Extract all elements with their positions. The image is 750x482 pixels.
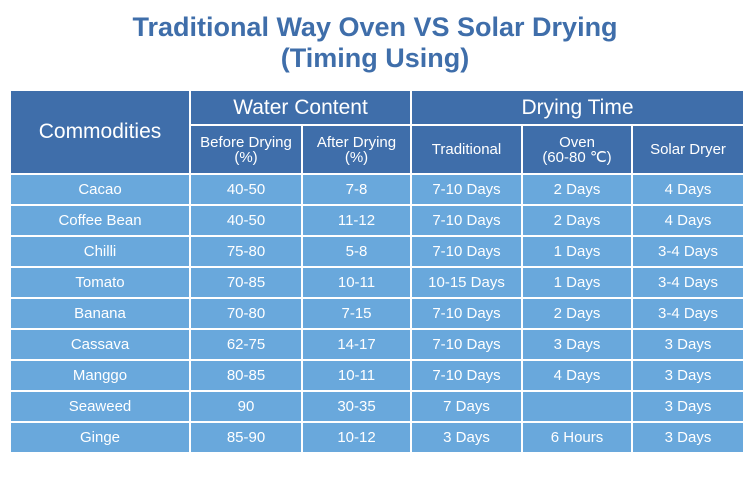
cell-before-drying: 40-50	[189, 204, 303, 237]
cell-after-drying: 7-8	[301, 173, 412, 206]
table-row: Cassava 62-75 14-17 7-10 Days 3 Days 3 Days	[9, 328, 746, 361]
cell-commodity: Cassava	[9, 328, 191, 361]
cell-before-drying: 90	[189, 390, 303, 423]
cell-after-drying: 10-12	[301, 421, 412, 454]
cell-commodity: Coffee Bean	[9, 204, 191, 237]
table-row: Ginge 85-90 10-12 3 Days 6 Hours 3 Days	[9, 421, 746, 454]
header-drying-time: Drying Time	[409, 89, 746, 126]
cell-before-drying: 80-85	[189, 359, 303, 392]
table-row: Tomato 70-85 10-11 10-15 Days 1 Days 3-4 Days	[9, 266, 746, 299]
cell-before-drying: 70-85	[189, 266, 303, 299]
cell-before-drying: 70-80	[189, 297, 303, 330]
header-before-drying: Before Drying (%)	[189, 124, 303, 175]
header-after-drying: After Drying (%)	[301, 124, 412, 175]
table-row: Manggo 80-85 10-11 7-10 Days 4 Days 3 Days	[9, 359, 746, 392]
comparison-table: Commodities Water Content Drying Time Be…	[9, 89, 746, 454]
before-drying-label: Before Drying	[200, 133, 292, 151]
cell-oven: 2 Days	[521, 297, 633, 330]
cell-oven: 4 Days	[521, 359, 633, 392]
cell-solar-dryer: 4 Days	[630, 204, 746, 237]
cell-oven: 3 Days	[521, 328, 633, 361]
cell-commodity: Tomato	[9, 266, 191, 299]
after-drying-unit: (%)	[344, 148, 369, 166]
cell-after-drying: 5-8	[301, 235, 412, 268]
table-row: Chilli 75-80 5-8 7-10 Days 1 Days 3-4 Days	[9, 235, 746, 268]
cell-oven	[521, 390, 633, 423]
cell-traditional: 7-10 Days	[410, 235, 523, 268]
cell-after-drying: 30-35	[301, 390, 412, 423]
after-drying-label: After Drying	[316, 133, 397, 151]
header-water-content: Water Content	[189, 89, 412, 126]
cell-after-drying: 10-11	[301, 359, 412, 392]
cell-oven: 2 Days	[521, 204, 633, 237]
cell-traditional: 10-15 Days	[410, 266, 523, 299]
cell-commodity: Chilli	[9, 235, 191, 268]
cell-before-drying: 85-90	[189, 421, 303, 454]
cell-after-drying: 14-17	[301, 328, 412, 361]
cell-traditional: 7-10 Days	[410, 297, 523, 330]
header-commodities: Commodities	[9, 89, 191, 175]
page-title: Traditional Way Oven VS Solar Drying (Ti…	[0, 12, 750, 74]
cell-oven: 1 Days	[521, 235, 633, 268]
table-row: Coffee Bean 40-50 11-12 7-10 Days 2 Days 4 Da…	[9, 204, 746, 237]
cell-commodity: Seaweed	[9, 390, 191, 423]
cell-commodity: Cacao	[9, 173, 191, 206]
cell-traditional: 7-10 Days	[410, 328, 523, 361]
cell-solar-dryer: 3 Days	[630, 390, 746, 423]
title-line-1: Traditional Way Oven VS Solar Drying	[132, 12, 618, 42]
cell-traditional: 7 Days	[410, 390, 523, 423]
cell-before-drying: 62-75	[189, 328, 303, 361]
header-oven: Oven (60-80 ℃)	[521, 124, 633, 175]
cell-after-drying: 11-12	[301, 204, 412, 237]
cell-after-drying: 7-15	[301, 297, 412, 330]
cell-solar-dryer: 3-4 Days	[630, 235, 746, 268]
header-traditional: Traditional	[410, 124, 523, 175]
before-drying-unit: (%)	[234, 148, 258, 166]
oven-label: Oven	[559, 133, 595, 151]
cell-commodity: Banana	[9, 297, 191, 330]
cell-solar-dryer: 3-4 Days	[630, 266, 746, 299]
cell-solar-dryer: 3 Days	[630, 359, 746, 392]
cell-solar-dryer: 3 Days	[630, 328, 746, 361]
cell-commodity: Manggo	[9, 359, 191, 392]
header-solar-dryer: Solar Dryer	[630, 124, 746, 175]
cell-solar-dryer: 4 Days	[630, 173, 746, 206]
cell-solar-dryer: 3-4 Days	[630, 297, 746, 330]
title-line-2: (Timing Using)	[280, 43, 470, 73]
cell-before-drying: 75-80	[189, 235, 303, 268]
cell-traditional: 3 Days	[410, 421, 523, 454]
table-row: Banana 70-80 7-15 7-10 Days 2 Days 3-4 Days	[9, 297, 746, 330]
cell-traditional: 7-10 Days	[410, 204, 523, 237]
cell-oven: 6 Hours	[521, 421, 633, 454]
cell-traditional: 7-10 Days	[410, 173, 523, 206]
cell-before-drying: 40-50	[189, 173, 303, 206]
cell-after-drying: 10-11	[301, 266, 412, 299]
cell-oven: 2 Days	[521, 173, 633, 206]
cell-solar-dryer: 3 Days	[630, 421, 746, 454]
oven-temp: (60-80 ℃)	[542, 148, 612, 166]
cell-traditional: 7-10 Days	[410, 359, 523, 392]
table-row: Seaweed 90 30-35 7 Days 3 Days	[9, 390, 746, 423]
table-row: Cacao 40-50 7-8 7-10 Days 2 Days 4 Days	[9, 173, 746, 206]
cell-commodity: Ginge	[9, 421, 191, 454]
cell-oven: 1 Days	[521, 266, 633, 299]
